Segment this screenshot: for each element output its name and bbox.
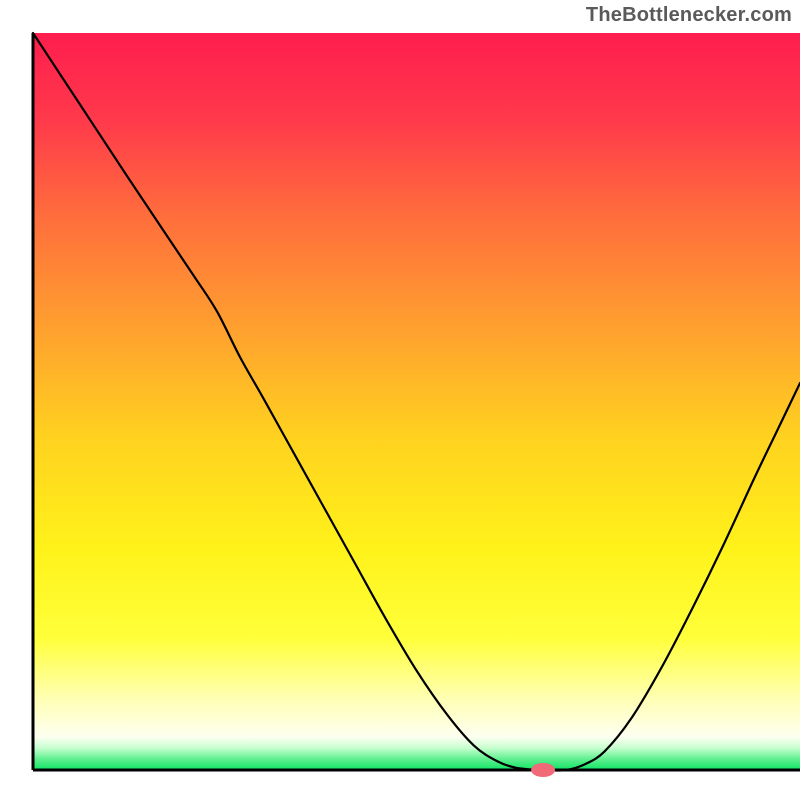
watermark-text: TheBottlenecker.com <box>586 4 792 27</box>
chart-container: TheBottlenecker.com <box>0 0 800 800</box>
optimal-point-marker <box>531 763 555 777</box>
background-gradient <box>33 33 800 770</box>
chart-svg <box>0 0 800 800</box>
